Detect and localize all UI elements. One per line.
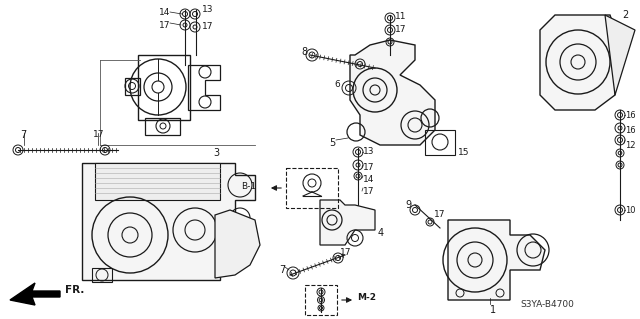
Text: 16: 16: [625, 126, 636, 135]
Polygon shape: [605, 15, 635, 95]
Polygon shape: [350, 40, 435, 145]
Text: 14: 14: [363, 175, 374, 184]
Bar: [305, 285, 337, 315]
Text: 1: 1: [490, 305, 496, 315]
Text: FR.: FR.: [65, 285, 84, 295]
Text: 2: 2: [622, 10, 628, 20]
Text: 17: 17: [202, 22, 214, 31]
Polygon shape: [82, 163, 255, 280]
Text: 7: 7: [20, 130, 26, 140]
Polygon shape: [320, 200, 375, 245]
Text: 7: 7: [279, 265, 285, 275]
Text: S3YA-B4700: S3YA-B4700: [520, 300, 574, 309]
Text: 13: 13: [202, 5, 214, 14]
Text: 16: 16: [625, 111, 636, 120]
Text: 6: 6: [334, 80, 340, 89]
Text: 17: 17: [434, 210, 445, 219]
Text: 17: 17: [363, 163, 374, 172]
Text: 14: 14: [159, 8, 170, 17]
Circle shape: [152, 81, 164, 93]
Text: 17: 17: [340, 248, 351, 257]
Text: 13: 13: [363, 147, 374, 156]
Polygon shape: [95, 163, 220, 200]
Text: 17: 17: [395, 25, 406, 34]
Polygon shape: [448, 220, 545, 300]
Text: 11: 11: [395, 12, 406, 21]
Polygon shape: [215, 210, 260, 278]
Text: 17: 17: [159, 21, 170, 30]
Text: B-1: B-1: [241, 182, 256, 191]
Text: M-2: M-2: [357, 293, 376, 302]
Polygon shape: [540, 15, 615, 110]
Text: 4: 4: [378, 228, 384, 238]
Text: 15: 15: [458, 148, 470, 157]
Text: 3: 3: [213, 148, 219, 158]
Text: 17: 17: [363, 187, 374, 196]
Text: 17: 17: [93, 130, 104, 139]
Text: 9: 9: [406, 200, 412, 210]
Bar: [286, 168, 338, 208]
Text: 12: 12: [625, 141, 636, 150]
Text: 8: 8: [301, 47, 307, 57]
Text: 5: 5: [329, 138, 335, 148]
Text: 10: 10: [625, 206, 636, 215]
Polygon shape: [10, 283, 60, 305]
